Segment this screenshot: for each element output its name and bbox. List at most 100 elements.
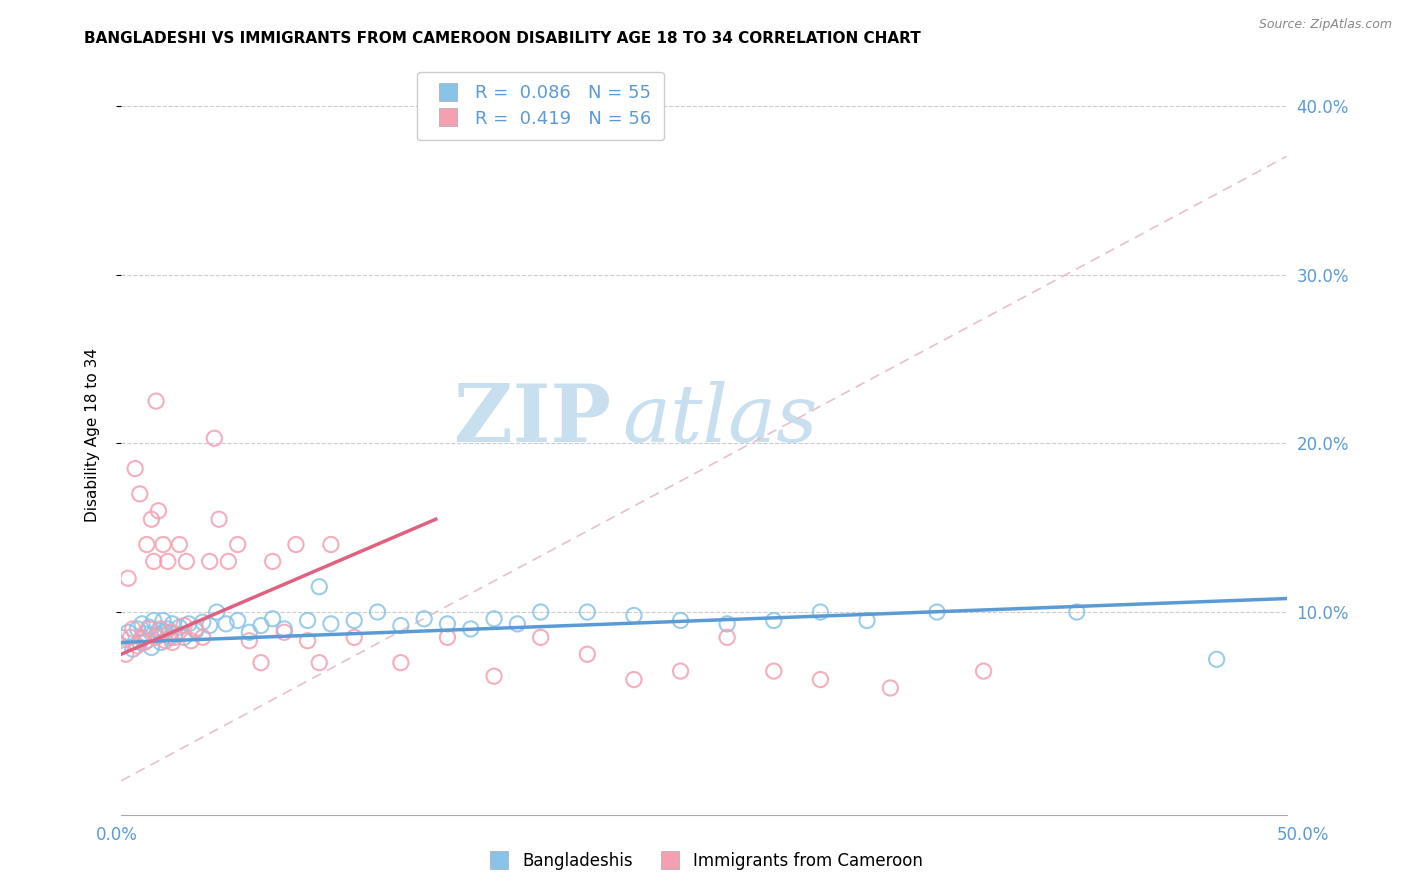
Point xyxy=(273,622,295,636)
Point xyxy=(250,656,273,670)
Point xyxy=(762,664,785,678)
Point xyxy=(856,614,879,628)
Point xyxy=(343,614,366,628)
Point xyxy=(134,627,156,641)
Point xyxy=(308,656,330,670)
Point xyxy=(198,554,221,568)
Point xyxy=(308,580,330,594)
Point xyxy=(238,633,260,648)
Point xyxy=(138,620,160,634)
Point xyxy=(576,605,599,619)
Point xyxy=(142,614,165,628)
Point xyxy=(343,631,366,645)
Point xyxy=(530,605,553,619)
Point xyxy=(169,537,191,551)
Point xyxy=(141,512,163,526)
Text: 0.0%: 0.0% xyxy=(96,826,138,844)
Point xyxy=(145,394,167,409)
Point xyxy=(156,554,179,568)
Point xyxy=(319,537,342,551)
Point xyxy=(156,622,179,636)
Point xyxy=(226,614,249,628)
Point xyxy=(127,622,149,636)
Point xyxy=(163,627,186,641)
Point xyxy=(152,537,174,551)
Point xyxy=(159,631,181,645)
Point xyxy=(149,635,172,649)
Point xyxy=(110,631,132,645)
Point xyxy=(162,616,184,631)
Point xyxy=(148,624,170,638)
Point xyxy=(389,656,412,670)
Point xyxy=(173,618,195,632)
Point xyxy=(138,622,160,636)
Point xyxy=(262,612,284,626)
Point xyxy=(180,633,202,648)
Point xyxy=(134,635,156,649)
Point xyxy=(120,631,142,645)
Point xyxy=(530,631,553,645)
Point xyxy=(121,642,143,657)
Point xyxy=(716,631,738,645)
Point xyxy=(128,635,150,649)
Text: atlas: atlas xyxy=(623,381,818,458)
Point xyxy=(262,554,284,568)
Point xyxy=(121,622,143,636)
Point xyxy=(131,616,153,631)
Text: ZIP: ZIP xyxy=(454,381,610,458)
Point xyxy=(297,614,319,628)
Point xyxy=(460,622,482,636)
Point xyxy=(176,554,198,568)
Point xyxy=(226,537,249,551)
Point xyxy=(173,631,195,645)
Point xyxy=(148,504,170,518)
Point xyxy=(436,616,458,631)
Point xyxy=(284,537,307,551)
Point xyxy=(250,618,273,632)
Point xyxy=(177,616,200,631)
Point xyxy=(152,614,174,628)
Point xyxy=(141,640,163,655)
Point xyxy=(1205,652,1227,666)
Point xyxy=(205,605,228,619)
Point xyxy=(297,633,319,648)
Point xyxy=(879,681,901,695)
Point xyxy=(117,571,139,585)
Point xyxy=(482,612,505,626)
Point xyxy=(124,461,146,475)
Text: BANGLADESHI VS IMMIGRANTS FROM CAMEROON DISABILITY AGE 18 TO 34 CORRELATION CHAR: BANGLADESHI VS IMMIGRANTS FROM CAMEROON … xyxy=(84,31,921,46)
Point xyxy=(145,631,167,645)
Point xyxy=(198,618,221,632)
Point xyxy=(114,647,136,661)
Point xyxy=(191,631,214,645)
Point xyxy=(389,618,412,632)
Point xyxy=(184,624,207,638)
Point xyxy=(273,625,295,640)
Point xyxy=(149,622,172,636)
Point xyxy=(436,631,458,645)
Point xyxy=(669,614,692,628)
Point xyxy=(810,605,832,619)
Point xyxy=(131,631,153,645)
Point xyxy=(169,620,191,634)
Y-axis label: Disability Age 18 to 34: Disability Age 18 to 34 xyxy=(86,348,100,522)
Point xyxy=(202,431,225,445)
Point xyxy=(117,625,139,640)
Legend: R =  0.086   N = 55, R =  0.419   N = 56: R = 0.086 N = 55, R = 0.419 N = 56 xyxy=(418,71,664,140)
Point xyxy=(576,647,599,661)
Point xyxy=(145,629,167,643)
Point xyxy=(238,625,260,640)
Point xyxy=(367,605,389,619)
Legend: Bangladeshis, Immigrants from Cameroon: Bangladeshis, Immigrants from Cameroon xyxy=(477,846,929,877)
Point xyxy=(762,614,785,628)
Point xyxy=(669,664,692,678)
Point xyxy=(127,639,149,653)
Point xyxy=(128,487,150,501)
Point xyxy=(716,616,738,631)
Text: 50.0%: 50.0% xyxy=(1277,826,1329,844)
Point xyxy=(163,631,186,645)
Point xyxy=(506,616,529,631)
Point xyxy=(623,673,645,687)
Point xyxy=(413,612,436,626)
Point xyxy=(925,605,948,619)
